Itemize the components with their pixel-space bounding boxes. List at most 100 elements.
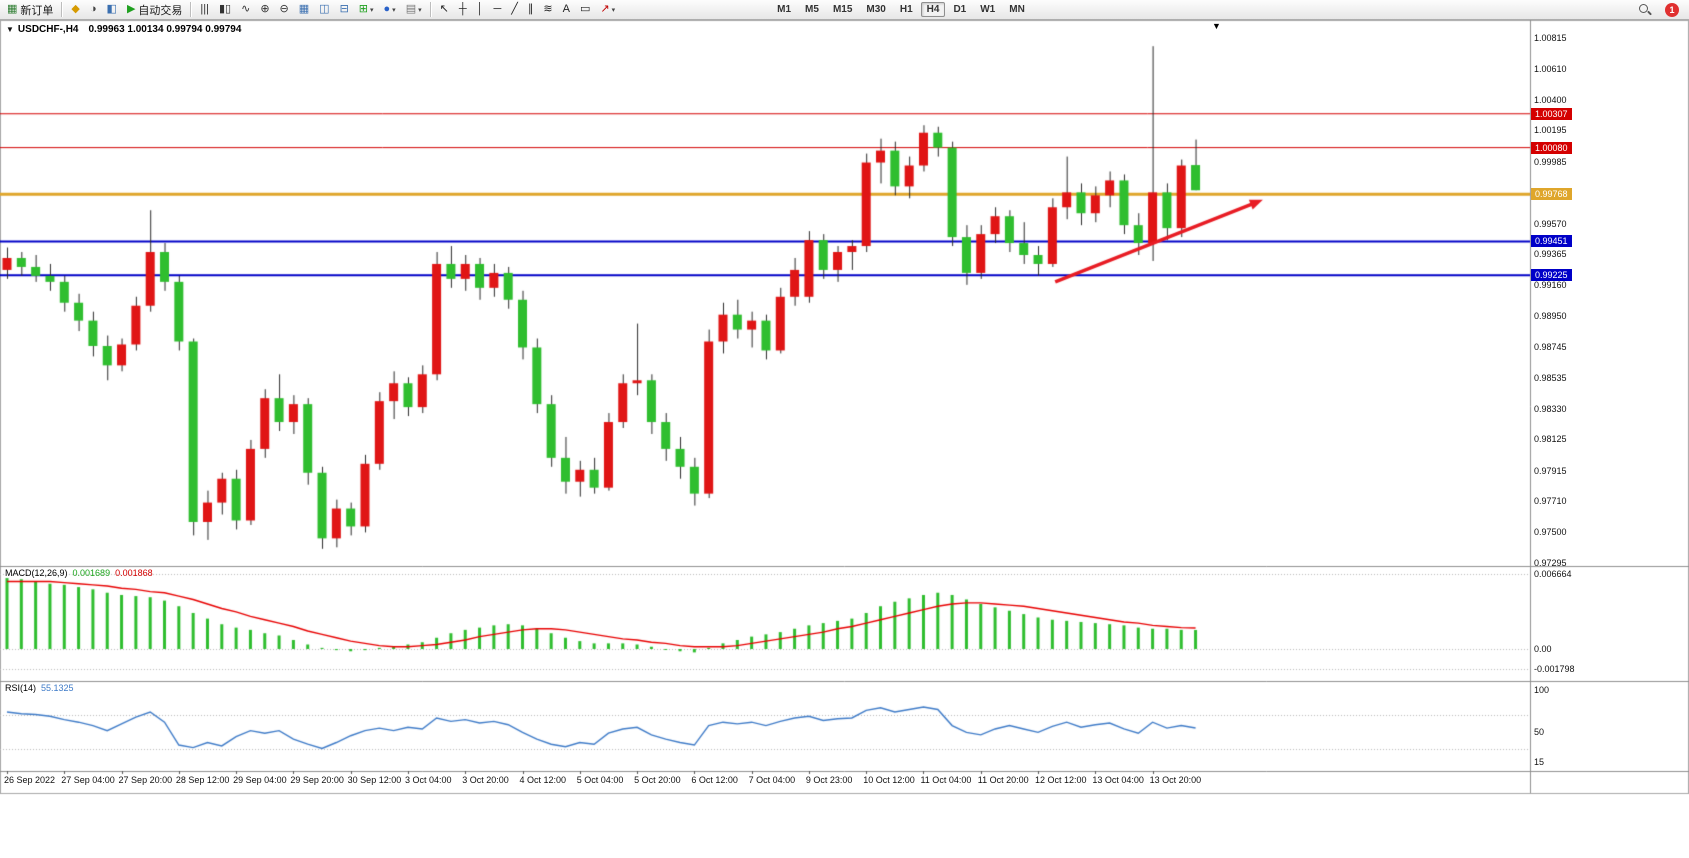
price-axis-label: 0.99365 — [1534, 249, 1567, 260]
bar-chart-button[interactable]: ||| — [196, 0, 213, 20]
time-axis-label: 7 Oct 04:00 — [748, 775, 796, 785]
ohlc-collapse-icon[interactable]: ▼ — [6, 25, 14, 34]
time-axis-label: 3 Oct 04:00 — [404, 775, 452, 785]
horizontal-line-icon: ─ — [493, 3, 502, 15]
timeframe-button-m30[interactable]: M30 — [866, 4, 886, 15]
macd-signal-value: 0.001868 — [115, 568, 153, 578]
timeframe-button-m1[interactable]: M1 — [777, 4, 792, 15]
arrange-vertical-icon: ◫ — [319, 3, 330, 15]
candlestick-icon: ▮▯ — [218, 3, 232, 15]
autotrading-button[interactable]: ▶ 自动交易 — [123, 0, 186, 20]
cursor-button[interactable]: ↖ — [436, 0, 453, 20]
navigator-button[interactable]: ◧ — [103, 0, 121, 20]
price-line-tag: 1.00307 — [1531, 107, 1572, 120]
search-icon[interactable] — [1638, 3, 1651, 16]
price-axis-label: 0.98330 — [1534, 403, 1567, 414]
text-label-icon: ▭ — [579, 3, 591, 15]
timeframe-button-mn[interactable]: MN — [1009, 4, 1025, 15]
symbol-period-label: USDCHF-,H4 — [17, 24, 79, 35]
new-order-button[interactable]: ▦ 新订单 — [3, 0, 57, 20]
toolbar-separator — [190, 2, 193, 17]
channel-button[interactable]: ∥ — [524, 0, 538, 20]
navigator-icon: ◧ — [106, 3, 117, 15]
zoom-in-icon: ⊕ — [260, 3, 270, 15]
ohlc-values: 0.99963 1.00134 0.99794 0.99794 — [88, 24, 242, 35]
toolbar-button-groups: ▦ 新订单 ◆ ◑ ◧ ▶ 自动交易 ||| ▮▯ ∿ ⊕ ⊖ ▦ ◫ ⊟ ⊞ ▾ ● ▾ ▤ ▾ ↖ ┼ │ ─ ╱ ∥ ≋ A ▭ ↗ ▾ — [2, 0, 620, 20]
cursor-icon: ↖ — [439, 3, 449, 15]
zoom-in-button[interactable]: ⊕ — [256, 0, 273, 20]
price-line-tag: 0.99225 — [1531, 269, 1572, 282]
price-line-tag: 0.99768 — [1531, 188, 1572, 201]
time-axis-label: 29 Sep 04:00 — [233, 775, 287, 785]
price-axis-label: 0.99985 — [1534, 156, 1567, 167]
caret-down-icon: ▾ — [392, 6, 396, 14]
crosshair-button[interactable]: ┼ — [455, 0, 471, 20]
price-axis-label: 1.00400 — [1534, 94, 1567, 105]
timeframe-button-h1[interactable]: H1 — [899, 4, 913, 15]
data-window-button[interactable]: ◑ — [86, 0, 101, 20]
tile-windows-icon: ▦ — [298, 3, 310, 15]
rsi-axis-label: 50 — [1534, 727, 1545, 738]
new-chart-button[interactable]: ⊞ ▾ — [355, 0, 378, 20]
timeframe-button-h4[interactable]: H4 — [920, 2, 946, 17]
macd-main-value: 0.001689 — [72, 568, 111, 578]
price-axis-label: 0.98950 — [1534, 311, 1567, 322]
caret-down-icon: ▾ — [370, 6, 374, 14]
vertical-line-button[interactable]: │ — [473, 0, 488, 20]
new-order-icon: ▦ — [7, 3, 18, 15]
line-chart-button[interactable]: ∿ — [237, 0, 254, 20]
time-axis-label: 26 Sep 2022 — [4, 775, 56, 785]
price-axis-label: 0.99160 — [1534, 279, 1567, 290]
caret-down-icon: ▾ — [611, 6, 616, 14]
tile-windows-button[interactable]: ▦ — [295, 0, 313, 20]
time-axis-label: 27 Sep 04:00 — [61, 775, 115, 785]
macd-axis-label: 0.00 — [1534, 644, 1552, 654]
arrange-horizontal-icon: ⊟ — [339, 3, 349, 15]
timeframe-button-m15[interactable]: M15 — [832, 4, 853, 15]
time-axis-label: 27 Sep 20:00 — [118, 775, 173, 785]
market-watch-button[interactable]: ◆ — [67, 0, 83, 20]
rsi-axis-label: 100 — [1534, 685, 1550, 695]
market-watch-icon: ◆ — [71, 3, 80, 15]
fibonacci-button[interactable]: ≋ — [539, 0, 556, 20]
arrow-tools-button[interactable]: ↗ ▾ — [596, 0, 619, 20]
arrange-horizontal-button[interactable]: ⊟ — [336, 0, 353, 20]
toolbar-right-cluster: 1 — [1638, 2, 1679, 17]
line-chart-icon: ∿ — [241, 3, 251, 15]
price-line-tag: 0.99451 — [1531, 235, 1572, 248]
zoom-out-button[interactable]: ⊖ — [276, 0, 293, 20]
trendline-button[interactable]: ╱ — [507, 0, 522, 20]
rsi-axis-label: 15 — [1534, 756, 1545, 767]
price-axis-label: 0.97915 — [1534, 465, 1567, 476]
profiles-button[interactable]: ● ▾ — [380, 0, 400, 20]
macd-pane-title: MACD(12,26,9) 0.001689 0.001868 — [5, 568, 153, 578]
zoom-out-icon: ⊖ — [279, 3, 289, 15]
timeframe-button-w1[interactable]: W1 — [980, 4, 996, 15]
timeframe-button-d1[interactable]: D1 — [953, 4, 967, 15]
notification-badge[interactable]: 1 — [1665, 2, 1679, 17]
time-axis-label: 11 Oct 20:00 — [977, 775, 1029, 785]
time-axis-label: 13 Oct 04:00 — [1092, 775, 1144, 785]
time-axis-label: 4 Oct 12:00 — [519, 775, 567, 785]
toolbar-separator — [429, 2, 432, 17]
toolbar: ▦ 新订单 ◆ ◑ ◧ ▶ 自动交易 ||| ▮▯ ∿ ⊕ ⊖ ▦ ◫ ⊟ ⊞ ▾ ● ▾ ▤ ▾ ↖ ┼ │ ─ ╱ ∥ ≋ A ▭ ↗ ▾… — [0, 0, 1689, 20]
price-axis-label: 0.97500 — [1534, 527, 1567, 538]
time-axis-label: 10 Oct 12:00 — [863, 775, 915, 785]
trendline-icon: ╱ — [511, 3, 518, 15]
chart-wizard-icon: ▤ — [405, 3, 417, 15]
arrange-vertical-button[interactable]: ◫ — [315, 0, 333, 20]
rsi-value: 55.1325 — [41, 683, 74, 693]
chart-window: ▼ USDCHF-,H4 0.99963 1.00134 0.99794 0.997… — [0, 20, 1689, 858]
chart-wizard-button[interactable]: ▤ ▾ — [402, 0, 426, 20]
candlestick-button[interactable]: ▮▯ — [215, 0, 235, 20]
horizontal-line-button[interactable]: ─ — [490, 0, 506, 20]
arrow-tools-icon: ↗ — [600, 3, 610, 15]
price-chart-canvas[interactable] — [0, 20, 1689, 858]
time-axis-label: 28 Sep 12:00 — [175, 775, 230, 785]
text-button[interactable]: A — [559, 0, 574, 20]
price-axis-label: 1.00610 — [1534, 63, 1567, 74]
timeframe-button-m5[interactable]: M5 — [805, 4, 819, 15]
text-label-button[interactable]: ▭ — [576, 0, 594, 20]
price-axis-label: 0.98535 — [1534, 373, 1567, 384]
chart-shift-marker[interactable]: ▼ — [1212, 21, 1221, 31]
